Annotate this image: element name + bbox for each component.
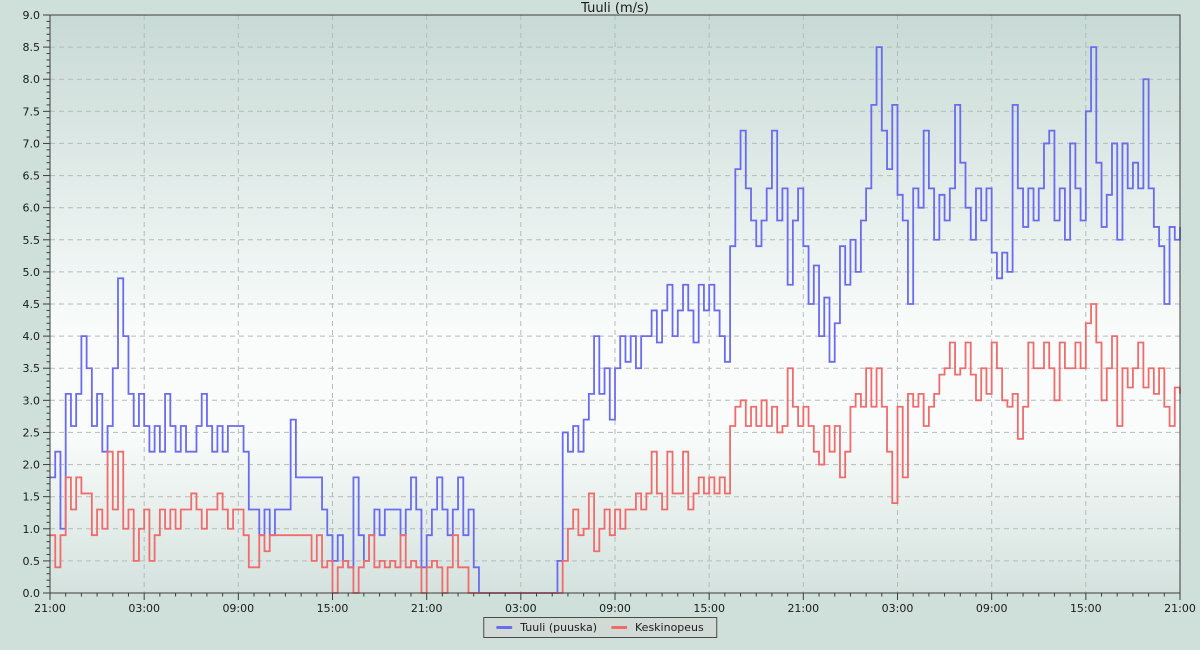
x-tick-label: 03:00 [128,602,160,615]
y-axis-labels: 0.0 0.5 1.0 1.5 2.0 2.5 3.0 3.5 4.0 4.5 5.0 5.5 6.0 6… [23,9,41,600]
y-tick-label: 6.5 [23,170,41,183]
y-tick-label: 2.5 [23,426,41,439]
y-tick-label: 1.0 [23,523,41,536]
x-tick-label: 03:00 [505,602,537,615]
x-tick-label: 21:00 [1164,602,1196,615]
y-tick-label: 3.0 [23,394,41,407]
y-tick-label: 9.0 [23,9,41,22]
gust-series-line [50,46,1181,594]
x-tick-label: 09:00 [222,602,254,615]
gust-line-swatch [496,626,513,629]
y-tick-label: 5.5 [23,234,41,247]
y-tick-label: 7.5 [23,105,41,118]
x-tick-label: 09:00 [599,602,631,615]
average-line-swatch [611,626,628,629]
y-tick-label: 3.5 [23,362,41,375]
x-tick-label: 21:00 [34,602,66,615]
x-tick-label: 15:00 [693,602,725,615]
legend-item-gust: Tuuli (puuska) [496,621,597,634]
y-tick-label: 8.0 [23,73,41,86]
legend-label-average: Keskinopeus [635,621,704,634]
y-tick-label: 8.5 [23,41,41,54]
x-tick-label: 15:00 [1070,602,1102,615]
y-tick-label: 6.0 [23,202,41,215]
y-tick-label: 0.0 [23,587,41,600]
x-tick-label: 21:00 [787,602,819,615]
y-tick-label: 4.0 [23,330,41,343]
legend: Tuuli (puuska) Keskinopeus [483,617,717,638]
x-tick-label: 15:00 [317,602,349,615]
chart-title: Tuuli (m/s) [581,1,649,16]
x-tick-label: 09:00 [976,602,1008,615]
y-tick-label: 7.0 [23,137,41,150]
x-axis-labels: 21:00 03:00 09:00 15:00 21:00 03:00 09:00 15:00… [34,602,1196,615]
x-tick-label: 21:00 [411,602,443,615]
average-series-line [50,303,1181,594]
y-tick-label: 1.5 [23,491,41,504]
x-tick-label: 03:00 [882,602,914,615]
y-tick-label: 5.0 [23,266,41,279]
y-tick-label: 4.5 [23,298,41,311]
legend-item-average: Keskinopeus [611,621,704,634]
y-tick-label: 2.0 [23,459,41,472]
axis-ticks [43,14,1181,600]
legend-label-gust: Tuuli (puuska) [520,621,598,634]
y-tick-label: 0.5 [23,555,41,568]
